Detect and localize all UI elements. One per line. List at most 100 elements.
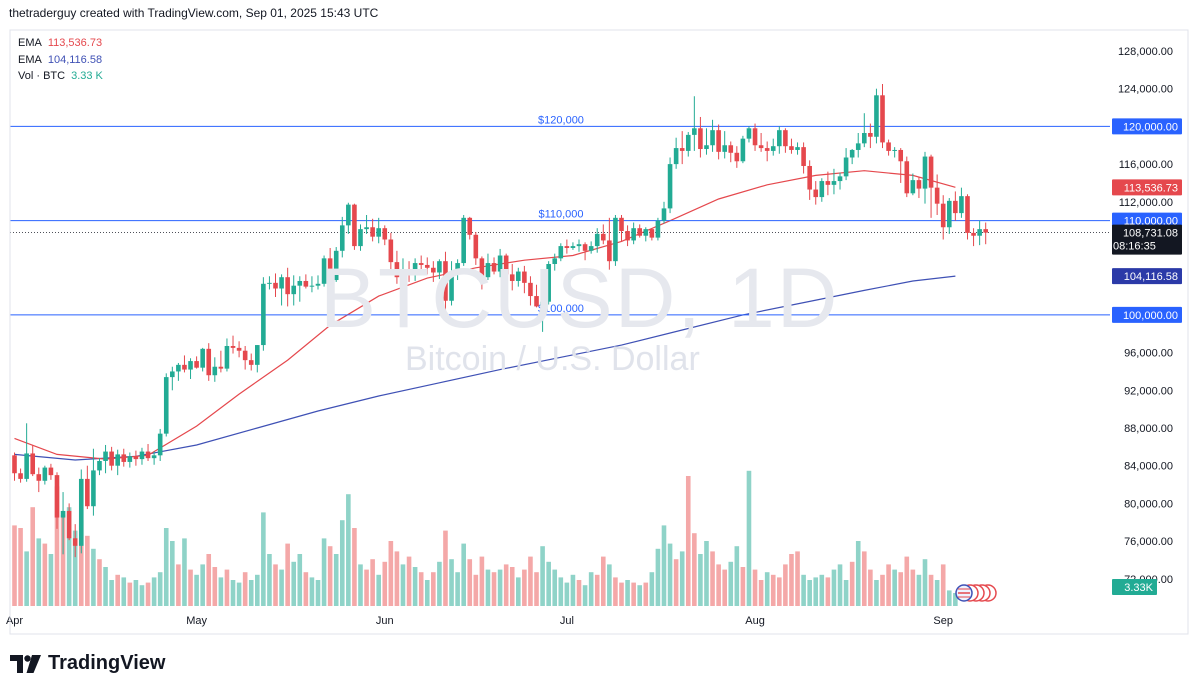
volume-bar <box>679 551 685 606</box>
candle-body <box>115 454 120 466</box>
volume-bar <box>188 569 193 606</box>
candle-body <box>540 301 545 307</box>
candle-body <box>406 270 412 276</box>
volume-bar <box>431 572 436 606</box>
volume-bar <box>376 574 381 606</box>
candle-body <box>291 285 297 295</box>
candle-body <box>655 220 661 238</box>
volume-bar <box>819 574 825 606</box>
candle-body <box>321 258 327 284</box>
legend-ema-200[interactable]: EMA 104,116.58 <box>18 52 103 69</box>
candle-body <box>333 250 339 281</box>
candle-body <box>637 228 643 236</box>
candle-body <box>843 157 849 177</box>
candle-body <box>497 255 503 272</box>
legend-volume[interactable]: Vol · BTC 3.33 K <box>18 68 103 85</box>
volume-bar <box>764 572 770 606</box>
volume-bar <box>424 580 430 606</box>
volume-bar <box>12 525 17 606</box>
level-badge-text: 100,000.00 <box>1123 310 1178 322</box>
candle-body <box>910 180 916 194</box>
candle-body <box>849 149 855 158</box>
volume-bar <box>157 572 163 606</box>
x-tick-label: Apr <box>6 615 23 627</box>
volume-bar <box>224 569 230 606</box>
volume-bar <box>953 593 958 606</box>
volume-bar <box>710 551 715 606</box>
volume-bar <box>576 580 582 606</box>
candle-body <box>72 538 78 546</box>
y-tick-label: 92,000.00 <box>1124 385 1173 397</box>
level-text: $100,000 <box>538 303 584 315</box>
candle-body <box>218 366 224 369</box>
volume-bar <box>309 577 315 606</box>
candle-body <box>552 258 558 265</box>
candle-body <box>643 229 649 236</box>
volume-bar <box>673 559 679 606</box>
candle-body <box>813 189 819 198</box>
candle-body <box>315 283 321 286</box>
legend-ema-50[interactable]: EMA 113,536.73 <box>18 35 103 52</box>
volume-bar <box>54 486 60 606</box>
volume-bar <box>758 580 764 606</box>
candle-body <box>789 146 794 150</box>
candle-body <box>698 128 703 150</box>
candle-body <box>758 145 764 149</box>
volume-bar <box>625 580 630 606</box>
volume-bar <box>333 554 339 606</box>
candle-body <box>868 132 873 137</box>
candle-body <box>600 233 606 241</box>
candle-body <box>692 128 697 135</box>
volume-bar <box>910 569 916 606</box>
candle-body <box>582 244 588 251</box>
level-badge-box <box>1112 306 1182 323</box>
candle-body <box>133 456 139 460</box>
candle-body <box>127 456 133 462</box>
volume-bar <box>789 554 794 606</box>
volume-bar <box>279 569 284 606</box>
candle-body <box>619 217 624 232</box>
volume-bar <box>746 470 752 606</box>
candle-body <box>649 229 655 238</box>
volume-bar <box>121 577 127 606</box>
volume-bar <box>874 580 879 606</box>
candle-body <box>273 282 278 289</box>
candle-body <box>740 138 746 162</box>
candle-body <box>777 130 782 147</box>
x-tick-label: Jul <box>560 615 574 627</box>
candle-body <box>509 274 515 281</box>
volume-bar <box>607 564 612 606</box>
candle-body <box>36 474 42 481</box>
volume-bar <box>600 556 606 606</box>
volume-badge-text: 3.33K <box>1124 582 1153 594</box>
candle-body <box>770 146 776 151</box>
candle-body <box>898 149 904 162</box>
volume-bar <box>255 574 260 606</box>
volume-bar <box>394 551 400 606</box>
candle-body <box>752 128 758 146</box>
volume-bar <box>655 548 661 606</box>
volume-bar <box>467 559 473 606</box>
x-tick-label: Aug <box>745 615 765 627</box>
candle-body <box>965 196 970 233</box>
volume-bar <box>60 515 66 606</box>
level-text: $120,000 <box>538 114 584 126</box>
volume-bar <box>103 567 108 606</box>
candle-body <box>176 364 181 372</box>
volume-bar <box>752 569 758 606</box>
volume-bar <box>849 561 855 606</box>
volume-bar <box>613 577 618 606</box>
candle-body <box>710 130 715 146</box>
tradingview-logo[interactable]: TradingView <box>10 652 165 675</box>
candle-body <box>327 258 333 281</box>
volume-bar <box>382 561 388 606</box>
volume-bar <box>72 530 78 606</box>
volume-bar <box>904 556 910 606</box>
legend-ema-200-label: EMA <box>18 53 42 66</box>
candle-body <box>54 475 60 518</box>
candle-body <box>892 149 897 151</box>
ema-200-badge-text: 104,116.58 <box>1124 271 1178 283</box>
volume-bar <box>497 569 503 606</box>
volume-bar <box>837 564 843 606</box>
